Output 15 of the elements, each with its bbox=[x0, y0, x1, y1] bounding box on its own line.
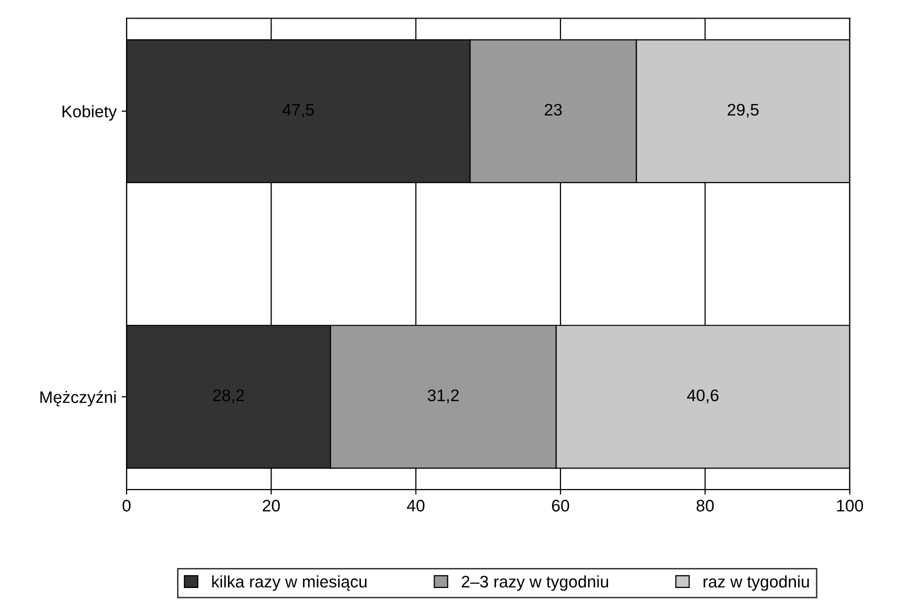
y-tick-label: Mężczyźni bbox=[40, 390, 116, 406]
x-tick-label: 60 bbox=[552, 500, 570, 512]
x-tick-label: 80 bbox=[696, 500, 714, 512]
data-label: 29,5 bbox=[728, 104, 759, 118]
x-tick-label: 20 bbox=[262, 500, 280, 512]
x-tick-label: 0 bbox=[122, 500, 131, 512]
data-label: 31,2 bbox=[428, 389, 459, 404]
legend-label: kilka razy w miesiącu bbox=[212, 575, 367, 591]
data-label: 40,6 bbox=[687, 389, 718, 404]
y-tick-label: Kobiety bbox=[62, 105, 117, 121]
legend-label: raz w tygodniu bbox=[704, 575, 809, 591]
legend-label: 2–3 razy w tygodniu bbox=[462, 575, 608, 591]
x-tick-label: 40 bbox=[406, 500, 424, 512]
x-tick-label: 100 bbox=[837, 500, 864, 512]
data-label: 23 bbox=[544, 104, 562, 116]
